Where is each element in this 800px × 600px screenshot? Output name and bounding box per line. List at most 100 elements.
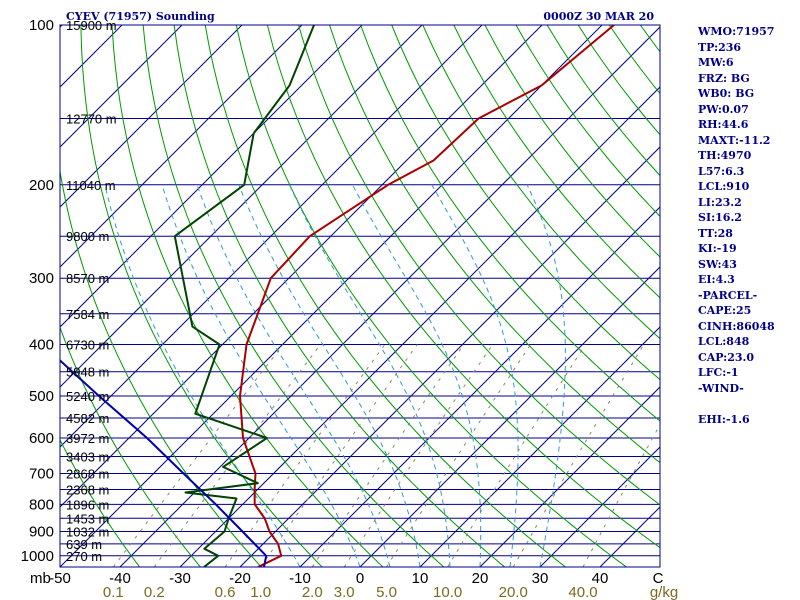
dry-adiabat-line [329,25,660,464]
mixing-ratio-tick-label: 0.2 [144,584,165,600]
dry-adiabat-line [60,325,201,567]
temperature-unit-label: C [653,570,664,587]
dry-adiabat-line [266,25,660,549]
moist-adiabat-line [526,184,566,567]
pressure-tick-label: 700 [29,466,54,483]
index-entry: TT:28 [698,226,733,240]
dry-adiabat-line [298,25,660,506]
dry-adiabat-line [453,25,660,299]
height-label: 3403 m [66,449,109,464]
moist-adiabat-line [104,184,301,567]
mixing-ratio-line [582,423,660,567]
isotherm-line [239,146,660,567]
height-label: 5240 m [66,389,109,404]
index-entry: FRZ: BG [698,71,750,85]
mixing-ratio-tick-label: 2.0 [302,584,323,600]
pressure-tick-label: 600 [29,430,54,447]
temperature-axis: -50 -40 -30 -20 -10 0 10 20 30 40 C [49,570,663,587]
isotherm-line [60,25,243,208]
index-entry: CAPE:25 [698,304,752,317]
height-label: 12770 m [66,111,117,126]
index-entry: SI:16.2 [698,211,742,224]
pressure-tick-label: 400 [29,337,54,354]
dry-adiabat-line [391,25,660,381]
isotherm-line [119,26,660,567]
index-entry: LCL:910 [698,180,750,193]
mixing-ratio-tick-label: 20.0 [499,584,528,600]
height-label: 15900 m [66,18,117,33]
mixing-ratio-tick-label: 10.0 [433,584,462,600]
temperature-tick-label: 0 [356,570,364,587]
isotherm-line [60,25,603,567]
temperature-tick-label: 10 [412,570,429,587]
pressure-tick-label: 200 [29,177,54,194]
profile-lines [60,25,615,567]
temperature-tick-label: -40 [109,570,131,587]
mixing-ratio-line [512,344,645,567]
index-entry: WB0: BG [698,87,755,100]
temperature-tick-label: -20 [229,570,251,587]
index-entry: KI:-19 [698,242,737,255]
height-label: 639 m [66,537,102,552]
temperature-tick-label: 40 [592,570,609,587]
temperature-tick-label: -10 [289,570,311,587]
temperature-profile-line [239,25,615,567]
height-label: 4582 m [66,411,109,426]
dry-adiabat-line [235,25,627,567]
indices-panel: WMO:71957 TP:236 MW:6 FRZ: BG WB0: BG PW:0.07… [698,24,798,427]
moist-adiabat-line [196,184,391,567]
temperature-tick-label: 30 [532,570,549,587]
mixing-ratio-tick-label: 0.1 [103,584,124,600]
isotherm-line [60,25,63,28]
height-label: 6730 m [66,338,109,353]
mixing-ratio-tick-label: 0.6 [215,584,236,600]
index-entry: SW:43 [698,257,737,271]
pressure-tick-label: 300 [29,270,54,287]
dry-adiabat-line [60,438,141,567]
height-label: 270 m [66,549,102,564]
dry-adiabat-line [60,168,262,567]
moist-adiabat-line [431,184,519,567]
dewpoint-profile-line [173,25,315,567]
moist-adiabat-line [289,184,451,567]
mixing-ratio-axis: 0.1 0.2 0.6 1.0 2.0 3.0 5.0 10.0 20.0 40.0 g/kg [103,584,678,600]
chart-title: CYEV (71957) Sounding [66,10,215,23]
index-entry: RH:44.6 [698,118,749,131]
background-grid [0,25,660,567]
isotherm-line [60,25,543,508]
height-label: 7584 m [66,307,109,322]
height-label: 2368 m [66,482,109,497]
temperature-tick-label: -50 [49,570,71,587]
mixing-ratio-tick-label: 40.0 [568,584,597,600]
height-label: 8570 m [66,271,109,286]
pressure-tick-label: 500 [29,388,54,405]
index-entry: LCL:848 [698,335,750,348]
mixing-ratio-line [343,344,494,567]
height-label: 1032 m [66,524,109,539]
plot-frame [59,24,661,568]
height-label: 1896 m [66,497,109,512]
mixing-ratio-line [447,344,586,567]
mixing-ratio-tick-label: 1.0 [250,584,271,600]
isotherm-line [419,326,660,567]
isotherm-line [179,86,660,567]
index-entry: LFC:-1 [698,366,739,379]
dry-adiabat-line [204,25,566,567]
index-entry: L57:6.3 [698,164,745,178]
isotherm-line [0,25,2,567]
index-entry: -WIND- [698,381,744,395]
index-entry: LI:23.2 [698,195,742,209]
mixing-ratio-line [386,344,532,567]
isotherm-line [60,25,303,268]
index-entry: EI:4.3 [698,273,735,286]
pressure-axis: 100 200 300 400 500 600 700 800 900 1000 mb [21,17,54,587]
index-entry: CINH:86048 [698,319,775,333]
mixing-ratio-line [311,344,465,567]
height-label: 5948 m [66,365,109,380]
index-entry: TP:236 [698,40,742,54]
temperature-tick-label: -30 [169,570,191,587]
index-entry: CAP:23.0 [698,350,755,364]
isotherm-line [479,386,660,567]
index-entry: TH:4970 [698,149,752,162]
